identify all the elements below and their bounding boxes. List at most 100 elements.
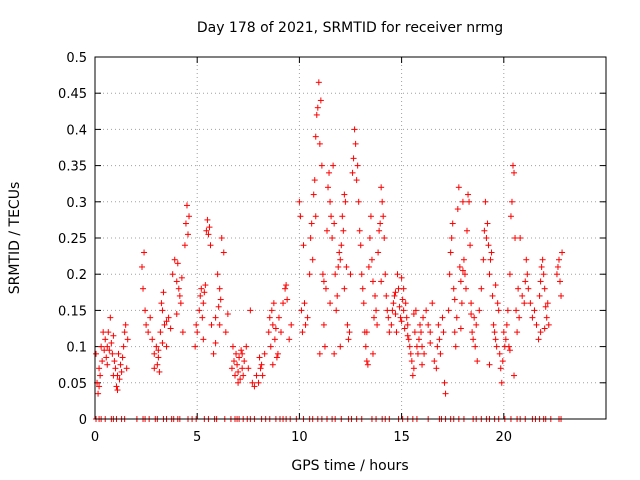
data-point <box>474 358 481 365</box>
data-point <box>238 347 245 354</box>
data-point <box>278 329 285 336</box>
data-point <box>506 271 513 278</box>
data-point <box>420 314 427 321</box>
data-point <box>329 235 336 241</box>
data-point <box>147 314 154 321</box>
data-point <box>427 339 434 346</box>
data-point <box>240 372 247 379</box>
data-point <box>368 256 375 263</box>
x-tick-label: 0 <box>91 430 99 445</box>
data-point <box>493 343 500 350</box>
data-point <box>456 263 463 270</box>
data-point <box>373 307 380 314</box>
grid-lines <box>95 57 606 419</box>
y-tick-label: 0.1 <box>66 341 87 356</box>
data-point <box>317 97 324 104</box>
data-point <box>433 365 440 372</box>
data-point <box>193 321 200 328</box>
data-point <box>345 336 352 343</box>
data-point <box>411 329 418 336</box>
data-point <box>176 292 183 299</box>
data-point <box>410 365 417 372</box>
data-point <box>425 321 432 328</box>
data-point <box>160 289 167 296</box>
data-point <box>202 282 209 289</box>
data-point <box>175 285 182 292</box>
data-point <box>491 329 498 336</box>
data-point <box>253 372 260 379</box>
data-point <box>267 343 274 350</box>
data-point <box>284 296 291 303</box>
data-point <box>338 242 345 249</box>
data-point <box>358 271 365 278</box>
data-point <box>316 140 323 147</box>
data-point <box>502 336 509 343</box>
data-point <box>468 311 475 318</box>
data-point <box>354 162 361 169</box>
data-point <box>396 303 403 310</box>
data-point <box>392 311 399 318</box>
data-point <box>401 325 408 332</box>
data-point <box>486 361 493 368</box>
data-point <box>392 289 399 296</box>
plot-frame <box>94 56 607 420</box>
data-point <box>102 336 109 343</box>
data-point <box>356 227 363 234</box>
data-point <box>179 329 186 336</box>
data-point <box>296 198 303 205</box>
data-point <box>310 191 317 198</box>
data-point <box>457 325 464 332</box>
data-point <box>462 285 469 292</box>
data-point <box>194 329 201 336</box>
data-point <box>229 343 236 350</box>
data-point <box>484 220 491 227</box>
data-point <box>269 321 276 328</box>
data-point <box>325 184 332 191</box>
data-point <box>167 325 174 332</box>
data-point <box>343 263 350 270</box>
data-point <box>412 307 419 314</box>
data-point <box>505 343 512 350</box>
data-point <box>247 307 254 314</box>
data-point <box>332 271 339 278</box>
data-point <box>165 314 172 321</box>
data-point <box>403 314 410 321</box>
data-point <box>408 358 415 365</box>
data-point <box>331 350 338 357</box>
data-point <box>299 329 306 336</box>
data-point <box>458 300 465 307</box>
data-point <box>415 336 422 343</box>
data-point <box>110 332 117 339</box>
data-point <box>328 213 335 220</box>
data-point <box>93 350 100 357</box>
data-point <box>95 390 102 397</box>
data-point <box>331 220 338 227</box>
data-point <box>239 350 246 357</box>
data-point <box>446 271 453 278</box>
data-point <box>442 390 449 397</box>
y-tick-label: 0.45 <box>58 87 87 102</box>
data-point <box>404 321 411 328</box>
data-point <box>533 321 540 328</box>
data-point <box>545 321 552 328</box>
data-point <box>313 111 320 118</box>
data-point <box>333 307 340 314</box>
data-point <box>311 177 318 184</box>
data-point <box>378 278 385 285</box>
x-tick-label: 10 <box>291 430 308 445</box>
data-point <box>455 184 462 191</box>
data-point <box>539 256 546 263</box>
data-point <box>457 278 464 285</box>
data-point <box>121 329 128 336</box>
data-point <box>522 278 529 285</box>
data-point <box>353 177 360 184</box>
y-tick-label: 0.25 <box>58 232 87 247</box>
data-point <box>235 368 242 375</box>
data-point <box>173 278 180 285</box>
data-point <box>106 347 113 354</box>
data-point <box>395 285 402 292</box>
y-tick-label: 0.35 <box>58 160 87 175</box>
data-point <box>255 379 262 386</box>
data-point <box>451 296 458 303</box>
